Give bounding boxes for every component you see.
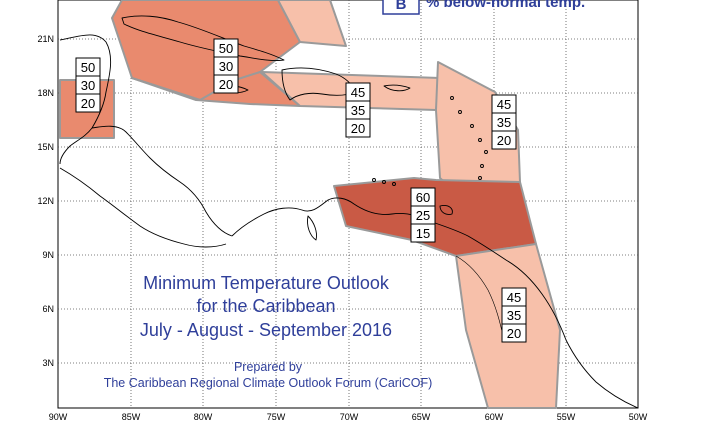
lon-label-85w: 85W: [122, 412, 141, 422]
prob-above: 50: [81, 60, 95, 75]
lat-label-21n: 21N: [37, 34, 54, 44]
lon-label-70w: 70W: [340, 412, 359, 422]
prob-below: 15: [416, 226, 430, 241]
prob-above: 45: [497, 97, 511, 112]
prob-below: 20: [507, 326, 521, 341]
lat-label-12n: 12N: [37, 196, 54, 206]
lat-label-6n: 6N: [42, 304, 54, 314]
lat-label-18n: 18N: [37, 88, 54, 98]
credit: Prepared by The Caribbean Regional Clima…: [104, 360, 433, 390]
prob-normal: 35: [351, 103, 365, 118]
prob-normal: 35: [507, 308, 521, 323]
lon-label-80w: 80W: [194, 412, 213, 422]
prob-below: 20: [219, 77, 233, 92]
lon-label-90w: 90W: [49, 412, 68, 422]
legend-letter-box: [382, 0, 420, 15]
prob-box-guianas: 45 35 20: [501, 287, 527, 343]
prob-below: 20: [497, 133, 511, 148]
prob-above: 50: [219, 41, 233, 56]
lon-label-75w: 75W: [267, 412, 286, 422]
title-line-3: July - August - September 2016: [140, 320, 392, 340]
prob-above: 60: [416, 190, 430, 205]
prob-box-cuba: 50 30 20: [213, 38, 239, 94]
prob-below: 20: [81, 96, 95, 111]
lon-label-50w: 50W: [629, 412, 648, 422]
prob-normal: 25: [416, 208, 430, 223]
prob-normal: 30: [81, 78, 95, 93]
title-line-2: for the Caribbean: [196, 296, 335, 316]
prob-box-hispaniola: 45 35 20: [345, 82, 371, 138]
prob-normal: 30: [219, 59, 233, 74]
lat-label-9n: 9N: [42, 250, 54, 260]
prob-box-lesser-antilles: 45 35 20: [491, 94, 517, 150]
legend-letter: B: [396, 0, 407, 13]
prob-below: 20: [351, 121, 365, 136]
longitude-labels: 90W 85W 80W 75W 70W 65W 60W 55W 50W: [49, 412, 648, 422]
latitude-labels: 21N 18N 15N 12N 9N 6N 3N: [37, 34, 54, 368]
credit-line-2: The Caribbean Regional Climate Outlook F…: [104, 376, 433, 390]
prob-box-south-america-north: 60 25 15: [410, 187, 436, 243]
legend-text: % below-normal temp.: [426, 0, 585, 11]
prob-normal: 35: [497, 115, 511, 130]
lon-label-65w: 65W: [412, 412, 431, 422]
prob-box-belize: 50 30 20: [75, 57, 101, 113]
probability-labels: 50 30 20 50 30 20 45 35 20 45 35 20 60 2…: [75, 38, 527, 343]
lat-label-3n: 3N: [42, 358, 54, 368]
prob-above: 45: [351, 85, 365, 100]
title-line-1: Minimum Temperature Outlook: [143, 273, 390, 293]
region-bahamas: [277, 0, 347, 47]
lon-label-60w: 60W: [485, 412, 504, 422]
credit-line-1: Prepared by: [234, 360, 303, 374]
prob-above: 45: [507, 290, 521, 305]
lon-label-55w: 55W: [557, 412, 576, 422]
map-title: Minimum Temperature Outlook for the Cari…: [140, 273, 392, 340]
legend: B % below-normal temp.: [382, 0, 585, 15]
lat-label-15n: 15N: [37, 142, 54, 152]
